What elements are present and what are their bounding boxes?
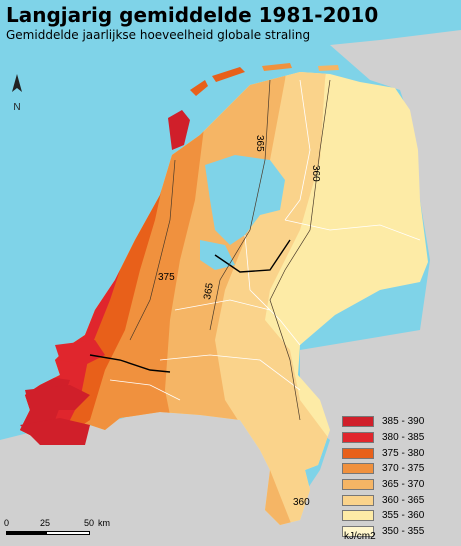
legend-label: 380 - 385 [382, 432, 425, 444]
legend-swatch [342, 479, 374, 491]
legend-swatch [342, 494, 374, 506]
legend-swatch [342, 510, 374, 522]
isoline-label-375: 375 [158, 272, 175, 283]
legend-label: 375 - 380 [382, 447, 425, 459]
scale-tick-label: 50 [84, 518, 95, 528]
north-arrow: N [9, 74, 25, 113]
legend-swatch [342, 526, 374, 538]
isoline-label-365-south: 365 [202, 282, 216, 301]
legend-label: 350 - 355 [382, 526, 425, 538]
legend-swatch [342, 447, 374, 459]
legend-item: 380 - 385 [342, 430, 442, 446]
legend-item: 375 - 380 [342, 445, 442, 461]
scale-bar-segment [6, 531, 46, 535]
map-title: Langjarig gemiddelde 1981-2010 [6, 3, 379, 27]
north-arrow-icon [12, 74, 22, 92]
legend-unit: kJ/cm2 [344, 531, 376, 542]
legend-item: 385 - 390 [342, 414, 442, 430]
legend-swatch [342, 463, 374, 475]
terschelling-island [212, 67, 245, 82]
legend-swatch [342, 432, 374, 444]
ijsselmeer [205, 155, 285, 245]
isoline-label-365-north: 365 [254, 135, 265, 152]
legend-item: 350 - 355 [342, 524, 442, 540]
isoline-label-360-south: 360 [293, 497, 310, 508]
legend-item: 360 - 365 [342, 492, 442, 508]
legend-label: 370 - 375 [382, 463, 425, 475]
zeeland-island-middle [25, 385, 90, 410]
ameland-island [262, 63, 292, 71]
scale-bar-segment [46, 531, 90, 535]
vlieland-island [190, 80, 208, 96]
map-subtitle: Gemiddelde jaarlijkse hoeveelheid global… [6, 28, 311, 42]
legend-label: 365 - 370 [382, 479, 425, 491]
scale-bar: 0 25 50 km [4, 518, 126, 542]
zeeland-island-north [55, 340, 105, 365]
texel-island [168, 110, 190, 150]
river-lines [89, 239, 291, 373]
scale-tick-label: 25 [40, 518, 51, 528]
zeeland-island-south [20, 418, 90, 445]
schiermonnikoog-island [318, 65, 339, 71]
legend-label: 355 - 360 [382, 510, 425, 522]
province-borders [109, 79, 421, 401]
legend-label: 385 - 390 [382, 416, 425, 428]
legend-label: 360 - 365 [382, 494, 425, 506]
legend: 385 - 390 380 - 385 375 - 380 370 - 375 … [342, 414, 442, 540]
legend-item: 355 - 360 [342, 508, 442, 524]
isoline-label-360-north: 360 [310, 165, 321, 182]
scale-tick-label: 0 [4, 518, 10, 528]
legend-item: 365 - 370 [342, 477, 442, 493]
legend-swatch [342, 416, 374, 428]
isolines [129, 79, 331, 421]
germany-land [300, 30, 461, 546]
scale-unit-label: km [98, 518, 110, 528]
north-letter: N [13, 102, 21, 113]
legend-item: 370 - 375 [342, 461, 442, 477]
